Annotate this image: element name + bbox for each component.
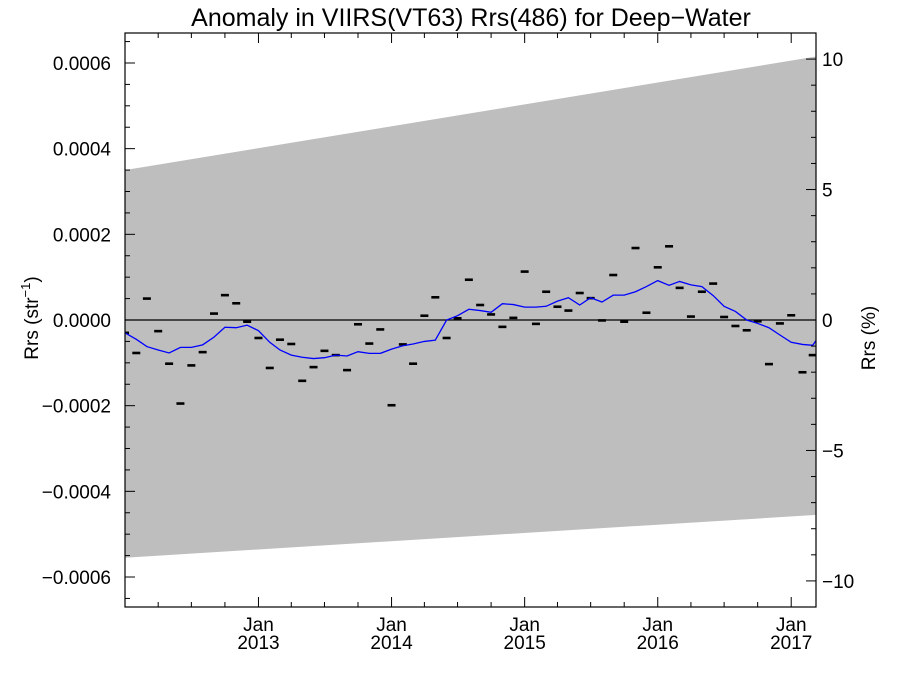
- y-left-tick-label-1: −0.0004: [42, 482, 112, 503]
- y-left-tick-label-0: −0.0006: [42, 568, 111, 589]
- y-left-tick-label-5: 0.0004: [53, 140, 112, 161]
- y-left-tick-label-3: 0.0000: [53, 311, 111, 332]
- x-tick-year-4: 2017: [770, 633, 812, 654]
- plot-content: [125, 56, 816, 558]
- y-right-tick-label-0: −10: [822, 572, 854, 593]
- x-tick-year-3: 2016: [637, 633, 679, 654]
- x-tick-month-2: Jan: [509, 615, 540, 636]
- x-tick-month-4: Jan: [776, 615, 807, 636]
- y-axis-label-left-main: Rrs (str: [22, 297, 43, 360]
- y-right-tick-label-2: 0: [822, 311, 833, 332]
- y-axis-label-left-close: ): [22, 276, 43, 282]
- y-axis-label-left: Rrs (str−1): [18, 276, 43, 359]
- x-tick-year-0: 2013: [237, 633, 279, 654]
- y-right-tick-label-1: −5: [822, 441, 844, 462]
- y-left-tick-label-2: −0.0002: [42, 397, 111, 418]
- x-tick-year-2: 2015: [504, 633, 546, 654]
- x-tick-month-1: Jan: [376, 615, 407, 636]
- y-right-tick-label-3: 5: [822, 181, 833, 202]
- uncertainty-band: [125, 56, 816, 558]
- chart-title: Anomaly in VIIRS(VT63) Rrs(486) for Deep…: [191, 4, 751, 32]
- y-axis-label-left-sup: −1: [18, 283, 33, 298]
- axis-layer: −0.0006 −0.0004 −0.0002 0.0000 0.0002 0.0004 0…: [42, 32, 854, 654]
- y-left-tick-label-4: 0.0002: [53, 225, 111, 246]
- x-tick-month-0: Jan: [243, 615, 274, 636]
- y-axis-label-right: Rrs (%): [859, 306, 880, 370]
- running-mean-line: [125, 279, 816, 360]
- x-tick-month-3: Jan: [642, 615, 673, 636]
- y-left-tick-label-6: 0.0006: [53, 54, 111, 75]
- plot-layer: [125, 56, 816, 558]
- x-tick-year-1: 2014: [370, 633, 413, 654]
- y-right-tick-label-4: 10: [822, 50, 843, 71]
